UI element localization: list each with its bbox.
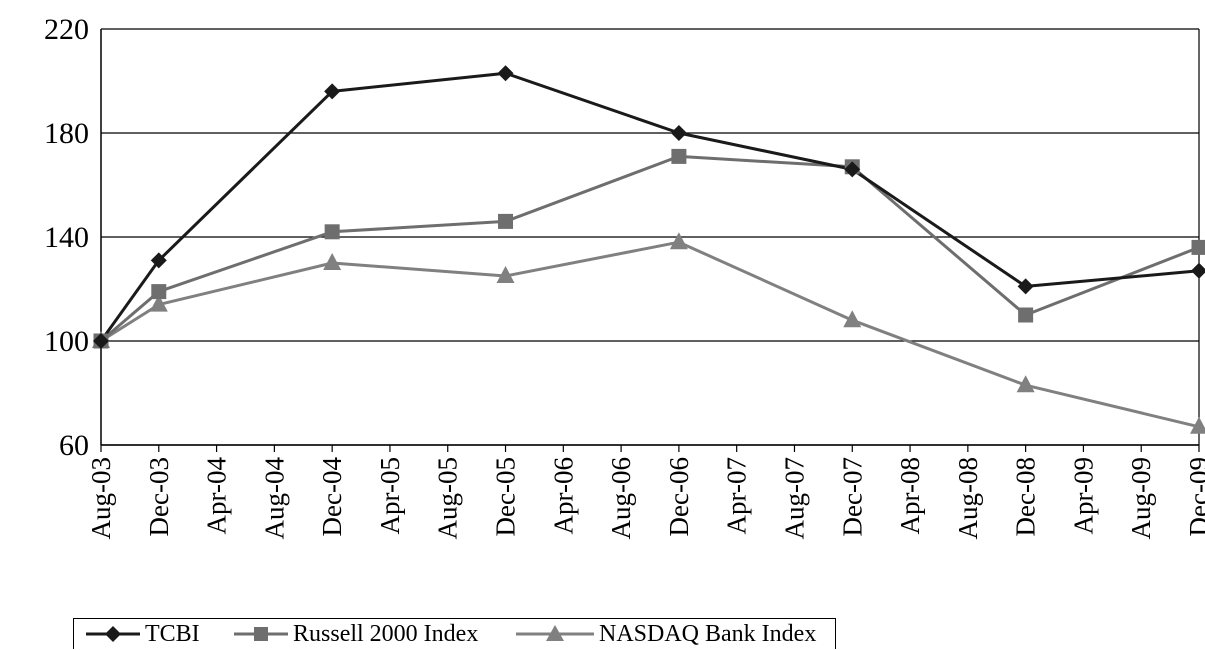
x-axis-tick-labels: Aug-03 Dec-03 Apr-04 Aug-04 Dec-04 Apr-05 Aug-… [86,457,1205,540]
legend-swatch-diamond [84,619,144,650]
data-point-square [151,284,166,299]
series-line-diamond [101,73,1199,341]
data-point-triangle [670,232,688,249]
x-tick-label: Dec-04 [317,457,347,537]
legend-label: TCBI [145,621,200,648]
x-tick-label: Dec-06 [664,457,694,536]
x-tick-label: Dec-08 [1011,457,1041,536]
data-point-triangle [323,253,341,270]
x-tick-label: Dec-05 [491,457,521,536]
x-tick-label: Apr-04 [202,457,232,535]
legend-label: Russell 2000 Index [293,621,478,648]
x-tick-label: Aug-03 [86,457,116,540]
y-tick-label: 100 [44,325,89,358]
line-chart: 60 100 140 180 220 Aug-03 Dec-03 Apr-04 Aug-04 D… [0,0,1205,618]
gridlines [101,29,1199,445]
x-tick-label: Apr-09 [1068,457,1098,534]
y-tick-label: 220 [44,13,89,46]
data-point-square [1192,240,1205,255]
x-tick-label: Aug-06 [606,457,636,540]
data-point-diamond [498,65,514,81]
x-tick-label: Apr-07 [722,457,752,534]
data-point-diamond [1191,263,1205,279]
x-tick-label: Aug-08 [953,457,983,540]
legend: TCBI Russell 2000 Index NASDAQ Bank Inde… [73,618,836,649]
data-point-square [498,214,513,229]
y-tick-label: 140 [44,221,89,254]
y-tick-label: 180 [44,117,89,150]
x-tick-label: Apr-08 [895,457,925,534]
x-tick-label: Apr-06 [548,457,578,534]
x-tick-label: Dec-07 [837,457,867,536]
series-lines [101,73,1199,427]
data-point-square [671,149,686,164]
y-tick-label: 60 [59,429,89,462]
x-tick-label: Dec-09 [1184,457,1205,536]
legend-label: NASDAQ Bank Index [599,621,816,648]
x-tick-label: Dec-03 [144,457,174,536]
data-point-diamond [1018,278,1034,294]
legend-swatch-square [232,619,292,650]
legend-swatch-triangle [514,619,596,650]
y-axis-tick-labels: 60 100 140 180 220 [44,13,89,462]
x-tick-label: Aug-04 [259,457,289,540]
data-point-square [1018,308,1033,323]
data-point-diamond [671,125,687,141]
x-tick-label: Aug-07 [779,457,809,540]
x-tick-label: Aug-09 [1126,457,1156,540]
data-point-square [325,224,340,239]
x-tick-label: Aug-05 [433,457,463,540]
series-line-triangle [101,242,1199,427]
x-tick-label: Apr-05 [375,457,405,534]
